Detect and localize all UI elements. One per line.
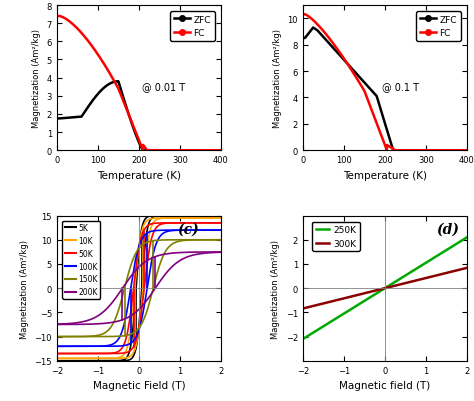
FC [380,138,386,143]
X-axis label: Temperature (K): Temperature (K) [97,170,181,180]
300K [460,267,466,271]
Legend: 250K, 300K: 250K, 300K [312,222,360,252]
ZFC [429,148,435,153]
FC [309,18,315,22]
Text: (d): (d) [436,222,459,236]
ZFC [380,116,386,121]
FC [63,18,69,22]
ZFC [218,148,224,153]
X-axis label: Magnetic field (T): Magnetic field (T) [339,380,430,390]
FC [183,148,189,153]
ZFC [55,117,61,122]
300K [464,266,470,271]
250K [379,288,384,293]
Y-axis label: Magnetization (Am²/kg): Magnetization (Am²/kg) [273,29,282,128]
X-axis label: Magnetic Field (T): Magnetic Field (T) [92,380,185,390]
Line: FC: FC [304,15,467,151]
ZFC [63,116,69,121]
250K [460,238,466,243]
ZFC [213,148,219,153]
X-axis label: Temperature (K): Temperature (K) [343,170,427,180]
ZFC [459,148,465,153]
ZFC [213,148,219,153]
FC [429,148,435,153]
FC [464,148,470,153]
ZFC [390,148,396,153]
Line: 250K: 250K [303,238,467,339]
Line: FC: FC [58,17,221,151]
250K [398,276,403,281]
300K [300,306,306,311]
FC [55,14,61,19]
300K [435,273,440,278]
ZFC [134,136,140,141]
FC [392,148,398,153]
ZFC [183,148,189,153]
Line: 300K: 300K [303,268,467,309]
250K [389,282,394,287]
FC [459,148,465,153]
300K [378,287,383,292]
Line: ZFC: ZFC [58,82,221,151]
Y-axis label: Magnetization (Am²/kg): Magnetization (Am²/kg) [271,239,280,338]
Text: (a): (a) [193,12,216,26]
Legend: ZFC, FC: ZFC, FC [416,12,461,42]
Text: @ 0.1 T: @ 0.1 T [382,82,419,92]
Legend: ZFC, FC: ZFC, FC [170,12,215,42]
FC [144,148,150,153]
FC [213,148,219,153]
Y-axis label: Magnetization (Am²/kg): Magnetization (Am²/kg) [20,239,29,338]
Y-axis label: Magnetization (Am²/kg): Magnetization (Am²/kg) [32,29,41,128]
ZFC [459,148,465,153]
ZFC [310,26,316,31]
ZFC [464,148,470,153]
300K [389,284,394,289]
250K [464,235,470,240]
Text: (b): (b) [439,12,462,26]
Line: ZFC: ZFC [304,28,467,151]
ZFC [140,148,146,153]
FC [459,148,465,153]
Legend: 5K, 10K, 50K, 100K, 150K, 200K: 5K, 10K, 50K, 100K, 150K, 200K [63,221,100,299]
ZFC [309,27,315,32]
FC [213,148,219,153]
ZFC [376,101,382,106]
ZFC [301,36,307,41]
FC [130,123,136,128]
250K [300,337,306,342]
FC [376,127,382,132]
FC [301,13,307,18]
FC [134,134,140,138]
Text: @ 0.01 T: @ 0.01 T [142,82,185,92]
300K [398,282,403,287]
300K [379,287,384,292]
FC [218,148,224,153]
ZFC [130,125,136,130]
250K [378,289,383,294]
ZFC [116,80,121,85]
250K [435,254,440,259]
Text: (c): (c) [177,222,199,236]
